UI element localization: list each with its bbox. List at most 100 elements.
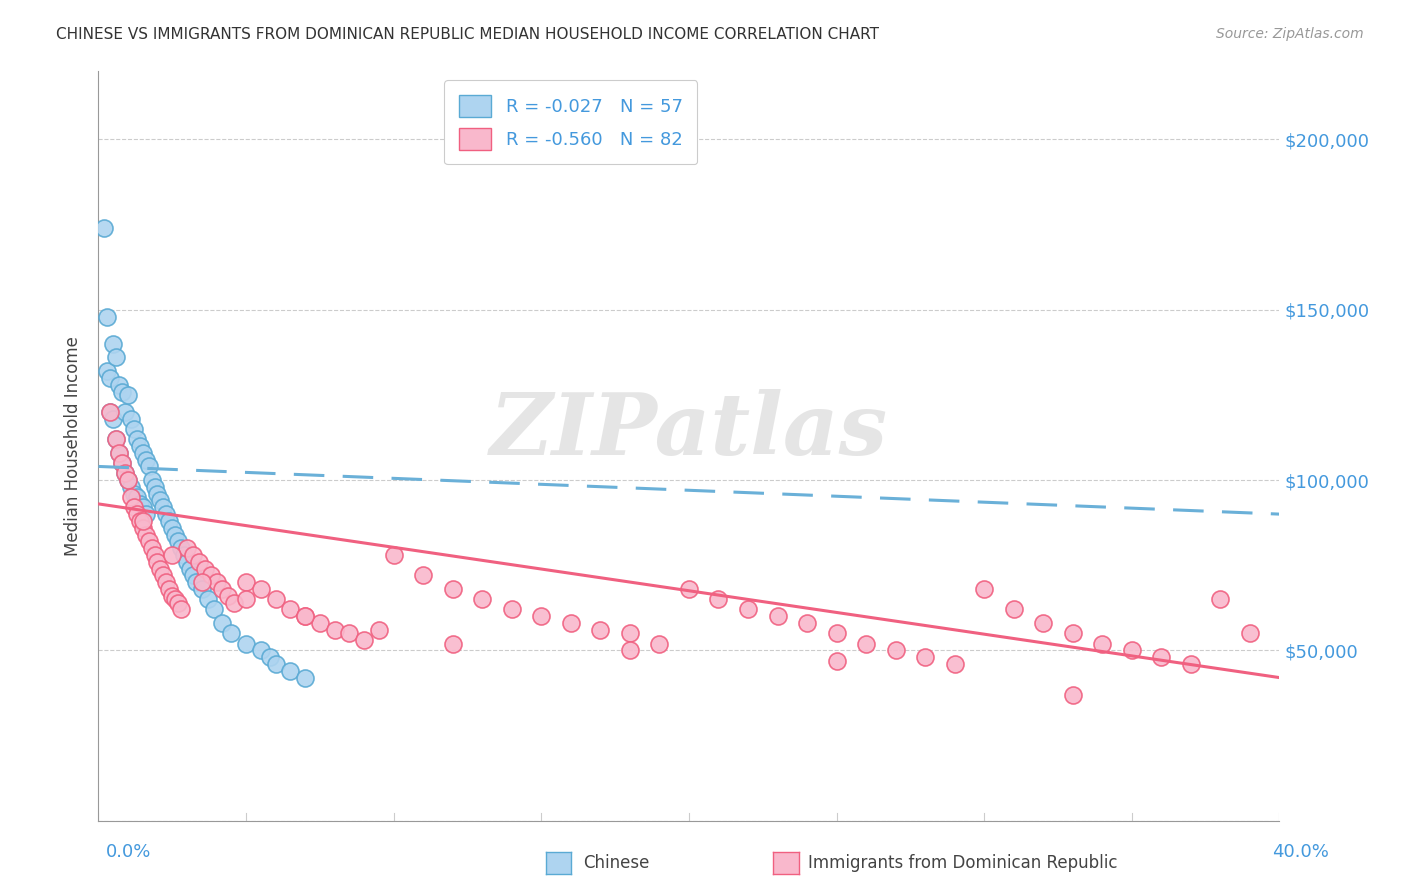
Point — [441, 636, 464, 650]
Point — [766, 609, 789, 624]
Point — [128, 439, 150, 453]
Point — [825, 626, 848, 640]
Point — [157, 582, 180, 596]
Point — [125, 432, 148, 446]
Point — [132, 446, 155, 460]
Point — [155, 575, 177, 590]
Point — [108, 446, 131, 460]
Point — [1062, 688, 1084, 702]
Point — [309, 616, 332, 631]
Point — [368, 623, 391, 637]
Point — [141, 541, 163, 556]
Point — [339, 626, 361, 640]
Point — [122, 486, 145, 500]
Point — [108, 446, 131, 460]
Point — [176, 555, 198, 569]
Point — [117, 388, 139, 402]
Point — [1239, 626, 1261, 640]
Point — [143, 548, 166, 562]
Point — [973, 582, 995, 596]
Point — [501, 602, 523, 616]
Point — [149, 561, 172, 575]
Point — [138, 459, 160, 474]
Point — [135, 507, 157, 521]
Point — [1180, 657, 1202, 671]
Point — [114, 405, 136, 419]
Point — [167, 596, 190, 610]
Point — [884, 643, 907, 657]
Point — [117, 473, 139, 487]
Point — [560, 616, 582, 631]
Point — [173, 548, 195, 562]
Point — [179, 561, 201, 575]
Point — [194, 561, 217, 575]
Point — [120, 411, 142, 425]
Point — [914, 650, 936, 665]
Point — [138, 534, 160, 549]
Point — [165, 592, 187, 607]
Point — [162, 548, 183, 562]
Point — [132, 521, 155, 535]
Point — [111, 384, 134, 399]
Point — [114, 467, 136, 481]
Point — [117, 473, 139, 487]
Point — [1209, 592, 1232, 607]
Point — [170, 541, 193, 556]
Text: Chinese: Chinese — [583, 854, 650, 871]
Point — [264, 592, 287, 607]
Point — [323, 623, 346, 637]
Point — [619, 643, 641, 657]
Point — [146, 555, 169, 569]
Point — [200, 568, 222, 582]
Point — [1150, 650, 1173, 665]
Text: Source: ZipAtlas.com: Source: ZipAtlas.com — [1216, 27, 1364, 41]
Point — [105, 432, 128, 446]
Point — [1002, 602, 1025, 616]
Point — [181, 568, 204, 582]
Point — [111, 456, 134, 470]
Point — [855, 636, 877, 650]
Point — [98, 405, 121, 419]
Point — [170, 602, 193, 616]
Point — [132, 500, 155, 515]
Point — [122, 422, 145, 436]
Point — [125, 490, 148, 504]
Point — [162, 521, 183, 535]
Point — [221, 626, 243, 640]
Point — [114, 467, 136, 481]
Point — [202, 602, 225, 616]
Point — [648, 636, 671, 650]
Text: 40.0%: 40.0% — [1272, 843, 1329, 861]
Point — [149, 493, 172, 508]
Text: CHINESE VS IMMIGRANTS FROM DOMINICAN REPUBLIC MEDIAN HOUSEHOLD INCOME CORRELATIO: CHINESE VS IMMIGRANTS FROM DOMINICAN REP… — [56, 27, 879, 42]
Point — [211, 616, 233, 631]
Point — [205, 575, 228, 590]
Point — [122, 500, 145, 515]
Point — [280, 664, 302, 678]
Point — [105, 351, 128, 365]
Point — [125, 507, 148, 521]
Point — [294, 609, 316, 624]
Point — [280, 602, 302, 616]
Point — [120, 480, 142, 494]
Point — [141, 473, 163, 487]
Point — [1062, 626, 1084, 640]
Point — [103, 411, 125, 425]
Point — [264, 657, 287, 671]
Point — [211, 582, 233, 596]
Point — [619, 626, 641, 640]
Point — [157, 514, 180, 528]
Text: ZIPatlas: ZIPatlas — [489, 389, 889, 473]
Point — [191, 582, 214, 596]
Point — [382, 548, 405, 562]
Point — [1091, 636, 1114, 650]
Point — [471, 592, 494, 607]
Point — [412, 568, 434, 582]
Point — [98, 405, 121, 419]
Point — [235, 575, 257, 590]
Point — [217, 589, 239, 603]
Point — [184, 575, 207, 590]
Point — [132, 514, 155, 528]
Point — [353, 633, 375, 648]
Point — [197, 592, 219, 607]
